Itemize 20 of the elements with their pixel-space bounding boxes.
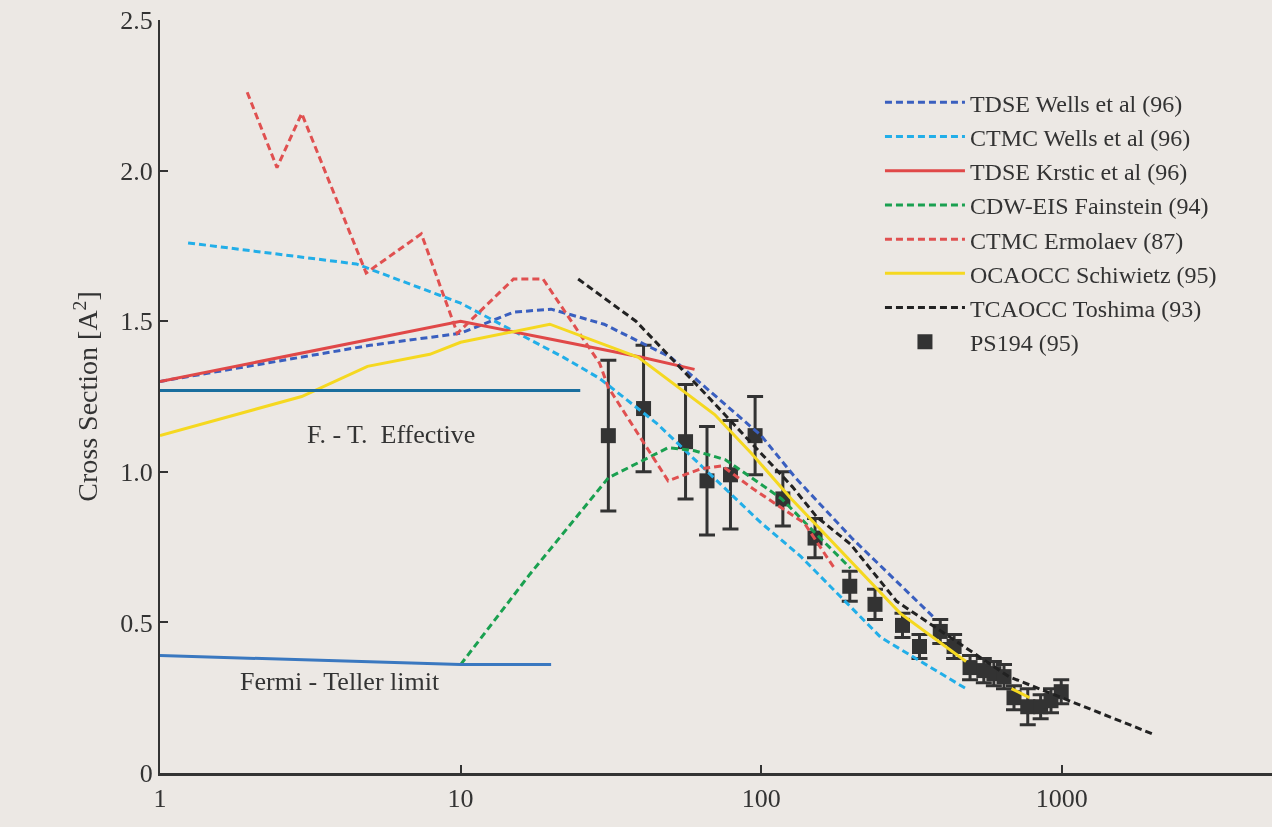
legend-label: PS194 (95) [969,330,1079,357]
y-tick-label: 0.5 [120,608,153,638]
annotation: Fermi - Teller limit [240,667,440,696]
y-tick-label: 1.0 [120,457,153,487]
legend-label: TDSE Wells et al (96) [969,90,1183,117]
x-tick-label: 1000 [1035,784,1088,814]
x-tick-label: 100 [741,784,781,814]
legend-label: CTMC Ermolaev (87) [969,227,1184,254]
y-tick-label: 2.5 [120,6,153,36]
x-tick-label: 1 [153,784,167,814]
y-tick-label: 0 [139,759,153,789]
legend-label: CTMC Wells et al (96) [969,124,1191,151]
legend-label: TCAOCC Toshima (93) [969,295,1202,322]
annotation: F. - T. Effective [307,420,476,449]
legend-label: OCAOCC Schiwietz (95) [969,261,1217,288]
y-tick-label: 1.5 [120,307,153,337]
y-tick-label: 2.0 [120,156,153,186]
legend-label: CDW-EIS Fainstein (94) [969,193,1209,220]
legend-label: TDSE Krstic et al (96) [969,159,1188,186]
x-tick-label: 10 [447,784,474,814]
